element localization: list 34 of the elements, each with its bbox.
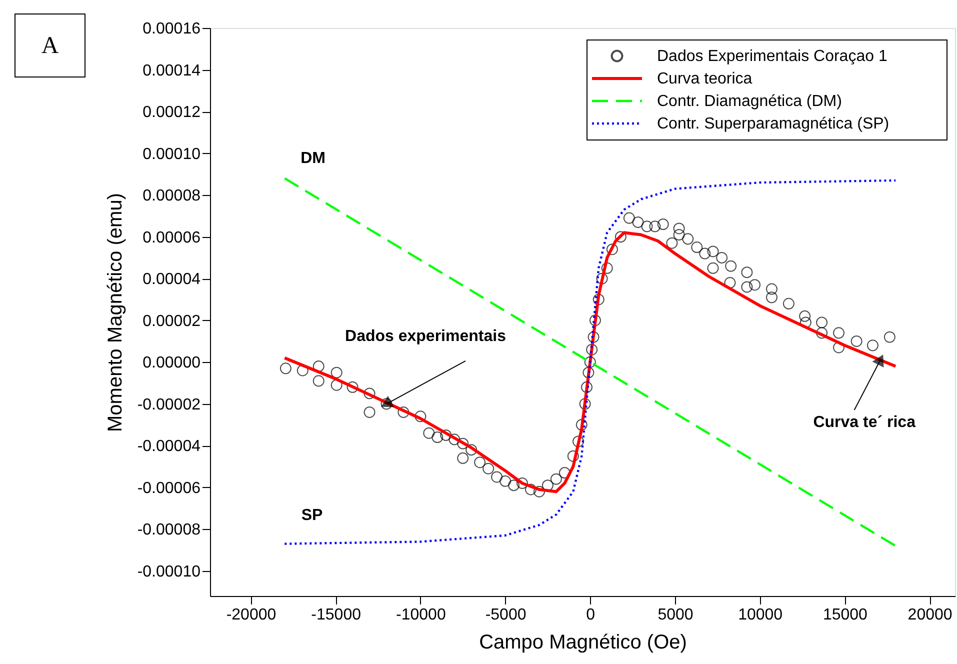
- y-tick-label: 0.00016: [142, 20, 201, 38]
- legend-label: Contr. Diamagnética (DM): [657, 93, 842, 110]
- legend-label: Contr. Superparamagnética (SP): [657, 116, 890, 132]
- text: A: [41, 33, 60, 59]
- legend-label: Dados Experimentais Coraçao 1: [657, 48, 888, 65]
- y-tick-label: -0.00008: [137, 522, 201, 539]
- y-tick-label: -0.00002: [137, 396, 201, 414]
- x-tick-label: 0: [586, 606, 596, 624]
- y-tick-label: -0.00010: [137, 563, 201, 580]
- annotation: Dados experimentais: [345, 328, 506, 345]
- legend-label: Curva teorica: [657, 70, 752, 88]
- y-tick-label: 0.00002: [142, 312, 201, 330]
- y-tick-label: 0.00008: [142, 188, 201, 205]
- y-tick-label: -0.00006: [137, 480, 201, 497]
- y-tick-label: -0.00004: [137, 438, 201, 456]
- annotation: DM: [300, 150, 326, 167]
- y-tick-label: 0.00006: [142, 229, 201, 246]
- x-tick-label: 10000: [738, 606, 783, 624]
- annotation: Curva te´ rica: [813, 414, 916, 432]
- x-tick-label: -15000: [311, 606, 362, 624]
- x-tick-label: 15000: [822, 606, 868, 624]
- y-tick-label: 0.00010: [142, 146, 201, 163]
- x-tick-label: 20000: [908, 606, 952, 624]
- x-tick-label: 5000: [658, 606, 694, 624]
- x-tick-label: -20000: [226, 606, 276, 624]
- y-tick-label: 0.00014: [142, 62, 201, 80]
- y-tick-label: 0.00000: [142, 354, 201, 372]
- y-tick-label: 0.00004: [142, 271, 201, 288]
- y-tick-label: 0.00012: [142, 104, 201, 122]
- annotation: SP: [301, 507, 323, 524]
- y-axis-title: Momento Magnético (emu): [104, 193, 126, 432]
- x-tick-label: -10000: [396, 606, 446, 624]
- x-tick-label: -5000: [485, 606, 526, 624]
- x-axis-title: Campo Magnético (Oe): [479, 632, 687, 654]
